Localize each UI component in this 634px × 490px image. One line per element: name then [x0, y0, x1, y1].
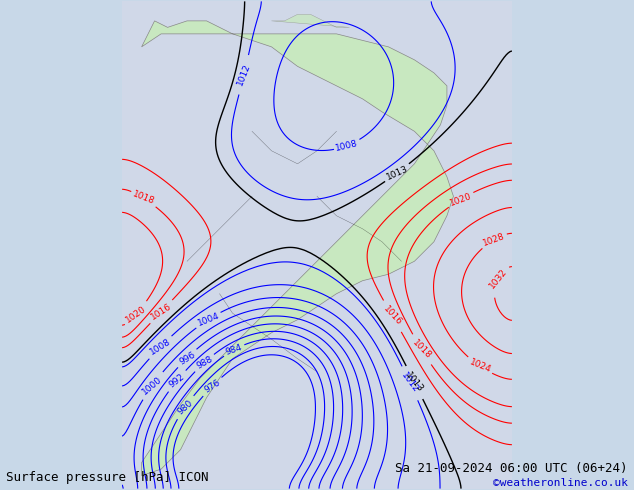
Text: 976: 976 [202, 378, 222, 395]
Text: 1012: 1012 [399, 371, 420, 395]
Text: 1028: 1028 [482, 232, 507, 248]
Text: 1013: 1013 [385, 164, 410, 182]
Text: 1016: 1016 [149, 302, 173, 322]
Text: 1020: 1020 [124, 304, 148, 325]
Text: 996: 996 [178, 350, 197, 366]
Text: 1000: 1000 [141, 374, 164, 396]
Text: 1016: 1016 [381, 305, 403, 328]
Text: Surface pressure [hPa] ICON: Surface pressure [hPa] ICON [6, 471, 209, 484]
Text: 1013: 1013 [404, 371, 425, 394]
Text: 1020: 1020 [449, 191, 473, 207]
Text: 1008: 1008 [148, 337, 172, 357]
Text: 1018: 1018 [410, 339, 433, 361]
Text: 1004: 1004 [196, 311, 221, 328]
Text: 1012: 1012 [235, 63, 252, 87]
Text: 1008: 1008 [335, 139, 359, 153]
Text: 984: 984 [224, 343, 243, 357]
Text: 980: 980 [176, 398, 195, 416]
Text: 1018: 1018 [131, 190, 156, 207]
Polygon shape [141, 21, 453, 476]
Text: 988: 988 [195, 354, 214, 371]
Text: 1024: 1024 [468, 358, 492, 375]
Text: 992: 992 [167, 372, 186, 390]
Text: Sa 21-09-2024 06:00 UTC (06+24): Sa 21-09-2024 06:00 UTC (06+24) [395, 462, 628, 475]
Polygon shape [271, 14, 349, 27]
Text: ©weatheronline.co.uk: ©weatheronline.co.uk [493, 478, 628, 488]
Text: 1032: 1032 [488, 267, 509, 290]
